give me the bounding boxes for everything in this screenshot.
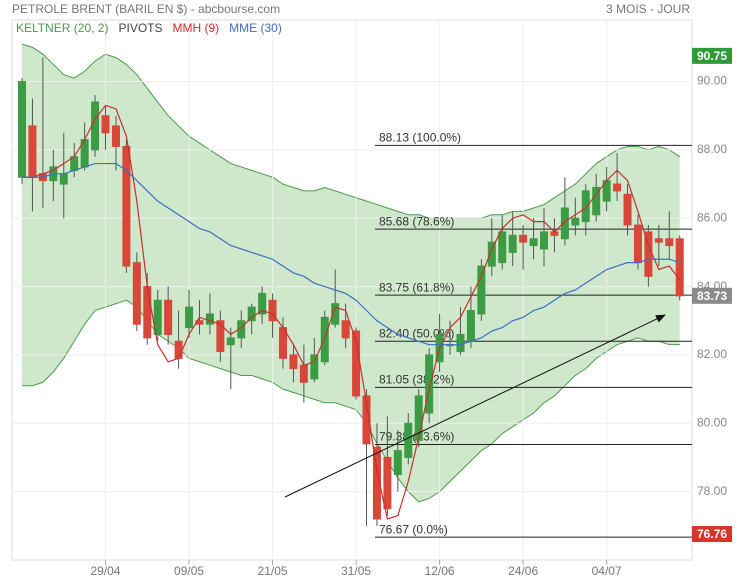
fib-label: 83.75 (61.8%) [379,280,454,294]
x-tick-label: 04/07 [592,564,622,578]
keltner-upper [21,43,680,219]
legend-entry: MME (30) [229,21,282,35]
candle-body [498,231,507,264]
y-tick-label: 78.00 [697,484,727,498]
candle-body [226,337,235,346]
y-tick-label: 80.00 [697,415,727,429]
candle-body [153,299,162,335]
candle-body [310,354,319,380]
x-tick-label: 21/05 [258,564,288,578]
indicator-line [22,162,680,346]
fib-label: 82.40 (50.0%) [379,326,454,340]
candle-body [216,320,225,353]
price-tag-label: 90.75 [697,49,727,63]
candle-body [122,145,131,267]
fib-label: 85.68 (78.6%) [379,214,454,228]
candle-body [185,306,194,329]
x-tick-label: 09/05 [174,564,204,578]
candle-body [383,456,392,510]
candle-body [529,238,538,247]
candle-body [466,310,475,342]
candle-body [174,340,183,359]
candle-body [404,422,413,458]
candle-body [18,81,26,178]
candle-body [519,234,528,243]
candle-body [143,286,152,339]
indicator-line [22,104,681,520]
candle-body [341,320,350,339]
candle-body [508,234,517,253]
candle-body [654,238,663,243]
y-tick-label: 88.00 [697,142,727,156]
candle-body [592,186,601,216]
candle-body [623,193,632,226]
y-tick-label: 90.00 [697,74,727,88]
candle-body [613,183,622,192]
candle-body [59,173,68,185]
candle-body [393,450,402,476]
x-tick-label: 24/06 [508,564,538,578]
price-tag [692,526,732,543]
x-tick-label: 29/04 [91,564,121,578]
period: 3 MOIS - JOUR [606,2,690,16]
candle-body [665,238,674,247]
candle-body [571,217,580,226]
keltner-lower [22,299,680,503]
y-tick-label: 86.00 [697,210,727,224]
candle-body [487,241,496,267]
candle-body [299,364,308,383]
candle-body [581,190,590,223]
candle-body [132,262,141,325]
candle-body [477,265,486,315]
candle-body [258,292,267,315]
candle-body [362,395,371,445]
x-tick-label: 12/06 [425,564,455,578]
candle-body [675,238,684,297]
fib-label: 88.13 (100.0%) [379,131,461,145]
candle-body [425,354,434,414]
candle-body [456,333,465,353]
price-tag-label: 76.76 [697,527,727,541]
y-tick-label: 82.00 [697,347,727,361]
candle-body [320,316,329,363]
candle-body [560,207,569,240]
candle-body [164,299,173,335]
candle-body [247,306,256,322]
price-tag [692,47,732,64]
chart-title: PETROLE BRENT (BARIL EN $) - abcbourse.c… [12,2,280,16]
candle-body [372,446,381,520]
candle-body [28,125,37,178]
candle-body [205,313,214,325]
x-tick-label: 31/05 [341,564,371,578]
legend-entry: MMH (9) [173,21,220,35]
candle-body [540,231,548,250]
candle-body [111,125,120,147]
candle-body [268,299,277,322]
price-tag [692,287,732,304]
legend-entry: KELTNER (20, 2) [16,21,108,35]
legend-entry: PIVOTS [118,21,162,35]
price-tag-label: 83.73 [697,289,727,303]
trend-arrow [284,314,666,498]
fib-label: 81.05 (38.2%) [379,373,454,387]
candle-body [101,115,110,134]
candle-body [633,224,642,264]
candle-body [331,303,340,325]
fib-label: 76.67 (0.0%) [379,522,448,536]
candle-body [289,354,298,370]
candle-body [91,101,100,151]
